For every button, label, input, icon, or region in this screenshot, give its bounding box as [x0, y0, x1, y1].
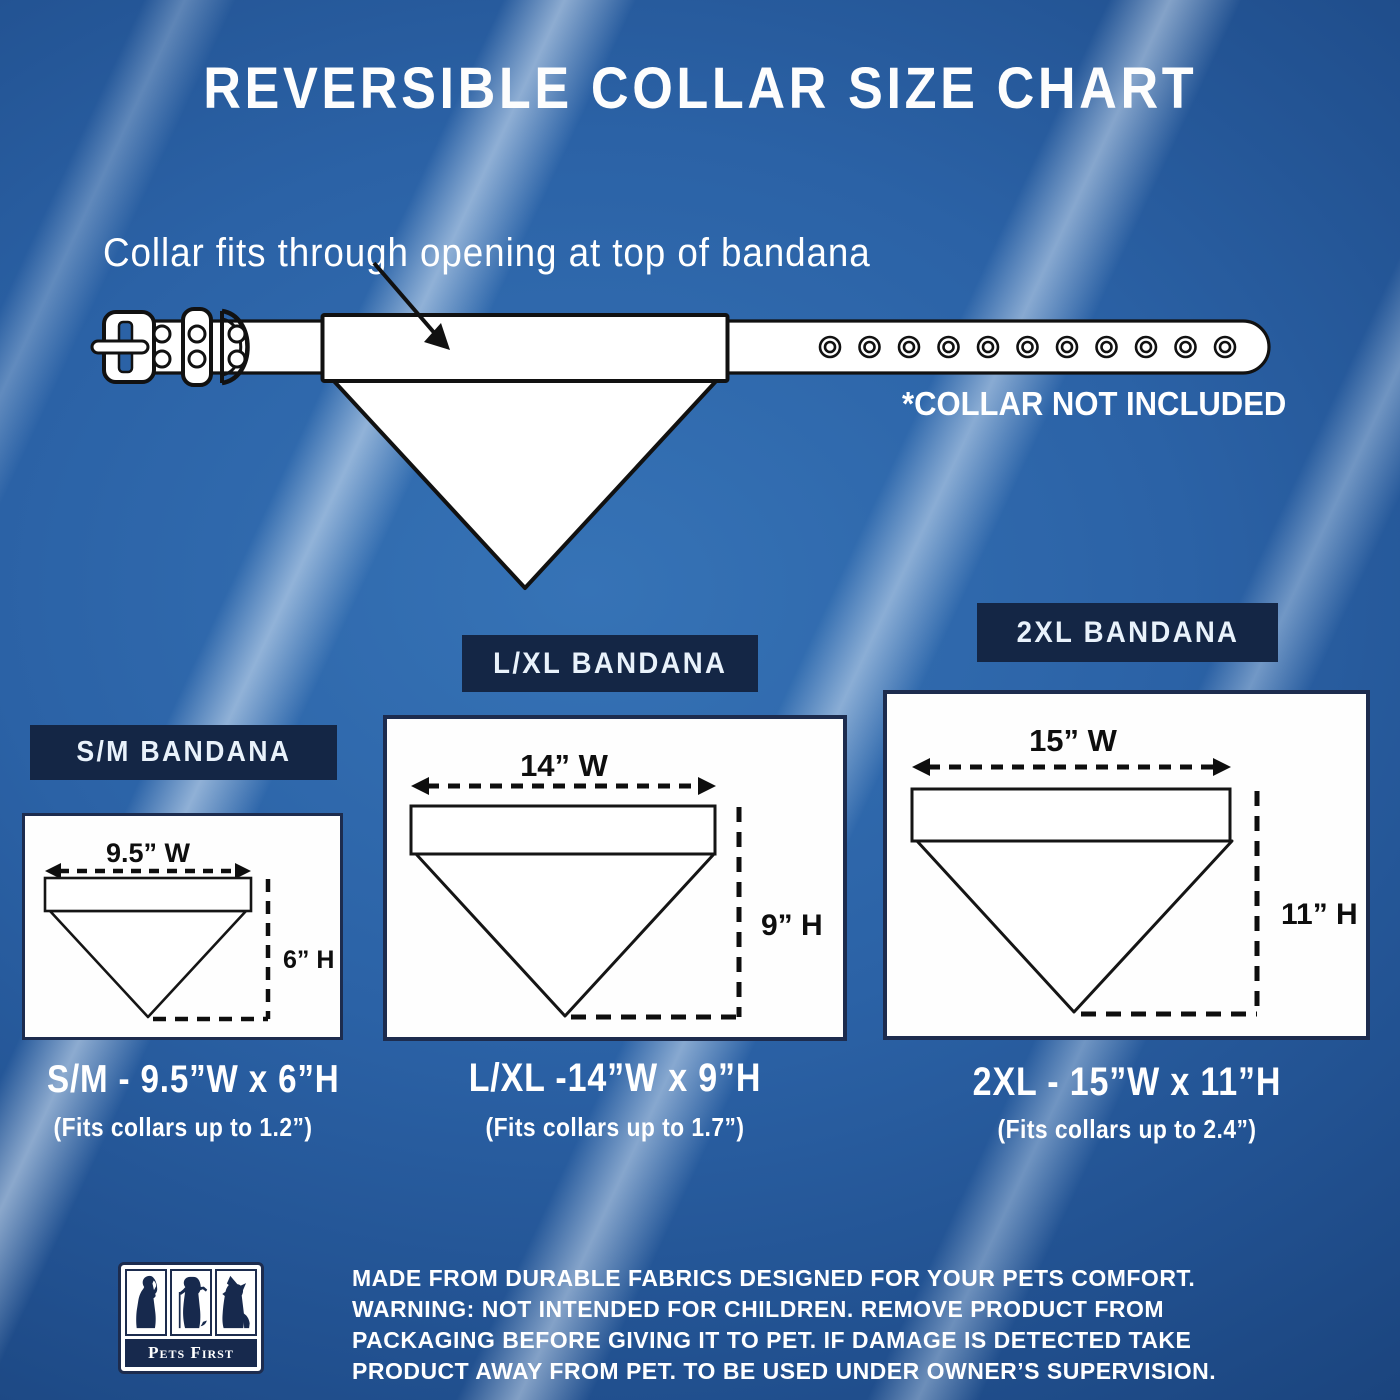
2xl-height-label: 11” H [1281, 898, 1358, 931]
collar-not-included-note: *COLLAR NOT INCLUDED [902, 385, 1287, 422]
2xl-size-text: 2XL - 15”W x 11”H [972, 1060, 1282, 1104]
pets-first-logo: Pets First [118, 1262, 264, 1374]
lxl-fits-text: (Fits collars up to 1.7”) [485, 1112, 745, 1142]
sm-fits-text: (Fits collars up to 1.2”) [53, 1112, 313, 1142]
2xl-fits-text: (Fits collars up to 2.4”) [997, 1114, 1257, 1144]
page-title: REVERSIBLE COLLAR SIZE CHART [202, 56, 1198, 121]
pointer-arrow [372, 261, 450, 350]
dog-silhouette-retriever-icon [125, 1269, 167, 1336]
warning-line-2: WARNING: NOT INTENDED FOR CHILDREN. REMO… [352, 1296, 1165, 1322]
lxl-label: L/XL BANDANA [492, 646, 728, 680]
2xl-label: 2XL BANDANA [1016, 615, 1239, 649]
warning-text-block: MADE FROM DURABLE FABRICS DESIGNED FOR Y… [352, 1263, 1270, 1387]
lxl-diagram: 14” W 9” H [409, 748, 823, 1020]
lxl-height-label: 9” H [761, 909, 823, 942]
lxl-size-text: L/XL -14”W x 9”H [468, 1056, 762, 1100]
2xl-diagram: 15” W 11” H [910, 723, 1358, 1017]
2xl-panel: 15” W 11” H [883, 690, 1370, 1040]
sm-panel: 9.5” W 6” H [22, 813, 343, 1040]
collar-illustration [90, 261, 1271, 590]
brand-name: Pets First [148, 1343, 234, 1362]
lxl-label-box: L/XL BANDANA [462, 635, 758, 692]
2xl-label-box: 2XL BANDANA [977, 603, 1278, 662]
sm-label: S/M BANDANA [75, 736, 292, 768]
warning-line-4: PRODUCT AWAY FROM PET. TO BE USED UNDER … [352, 1358, 1217, 1384]
sm-height-label: 6” H [283, 946, 334, 974]
dog-silhouette-begging-icon [170, 1269, 212, 1336]
collar-eyelets [818, 335, 1237, 359]
dog-silhouette-shepherd-icon [215, 1269, 257, 1336]
warning-line-1: MADE FROM DURABLE FABRICS DESIGNED FOR Y… [352, 1265, 1196, 1291]
bandana-band [320, 313, 730, 383]
lxl-panel: 14” W 9” H [383, 715, 847, 1041]
collar-caption: Collar fits through opening at top of ba… [103, 231, 871, 275]
warning-line-3: PACKAGING BEFORE GIVING IT TO PET. IF DA… [352, 1327, 1192, 1353]
sm-size-text: S/M - 9.5”W x 6”H [47, 1058, 340, 1101]
2xl-width-label: 15” W [1029, 723, 1118, 758]
logo-dog-frames [125, 1269, 257, 1336]
sm-diagram: 9.5” W 6” H [43, 838, 334, 1022]
sm-width-label: 9.5” W [106, 838, 191, 868]
lxl-width-label: 14” W [520, 748, 609, 783]
collar-holes [152, 324, 247, 369]
bandana-triangle [330, 377, 720, 590]
logo-name-bar: Pets First [125, 1339, 257, 1367]
header-band: REVERSIBLE COLLAR SIZE CHART [0, 32, 1400, 145]
sm-label-box: S/M BANDANA [30, 725, 337, 780]
collar-buckle [90, 307, 250, 387]
